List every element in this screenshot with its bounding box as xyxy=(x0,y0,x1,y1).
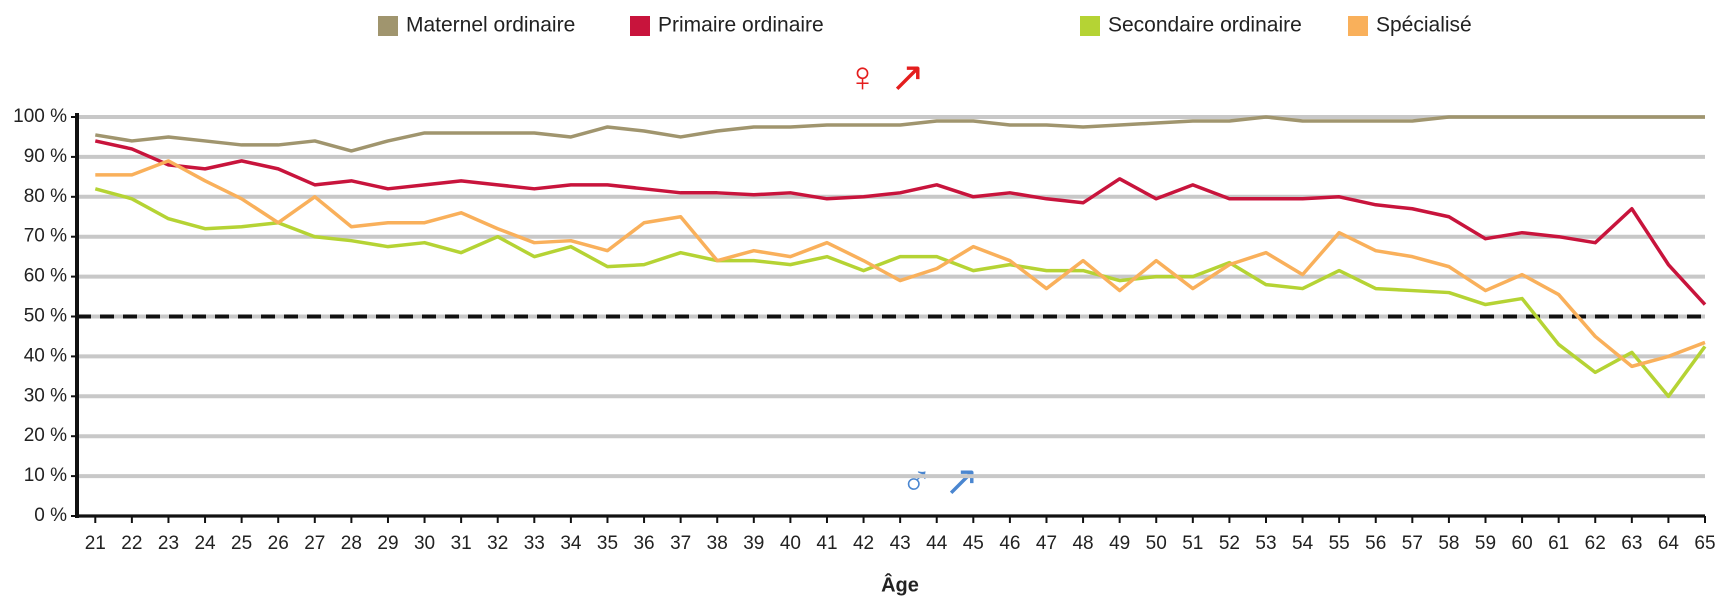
x-tick-label: 59 xyxy=(1475,533,1496,554)
legend-text: Primaire ordinaire xyxy=(658,14,824,37)
annotation-female: ♀ ↗ xyxy=(847,53,925,100)
y-tick-label: 40 % xyxy=(24,345,67,366)
legend-swatch xyxy=(378,16,398,36)
legend-swatch xyxy=(1080,16,1100,36)
y-tick-label: 60 % xyxy=(24,266,67,287)
y-tick-label: 70 % xyxy=(24,226,67,247)
x-tick-label: 31 xyxy=(451,533,472,554)
x-tick-label: 26 xyxy=(268,533,289,554)
x-tick-label: 64 xyxy=(1658,533,1680,554)
x-tick-label: 29 xyxy=(377,533,398,554)
x-tick-label: 23 xyxy=(158,533,179,554)
x-tick-label: 35 xyxy=(597,533,618,554)
x-tick-label: 57 xyxy=(1402,533,1423,554)
series-line xyxy=(95,115,1705,153)
x-tick-label: 39 xyxy=(743,533,764,554)
y-tick-label: 100 % xyxy=(13,106,67,127)
x-tick-label: 56 xyxy=(1365,533,1386,554)
x-tick-label: 33 xyxy=(524,533,545,554)
legend-text: Spécialisé xyxy=(1376,14,1472,37)
y-tick-label: 0 % xyxy=(34,505,67,526)
x-tick-label: 43 xyxy=(890,533,911,554)
x-tick-label: 48 xyxy=(1072,533,1093,554)
x-tick-label: 22 xyxy=(121,533,142,554)
y-tick-label: 10 % xyxy=(24,465,67,486)
y-tick-label: 50 % xyxy=(24,306,67,327)
series-line xyxy=(94,139,1707,306)
x-tick-label: 65 xyxy=(1694,533,1715,554)
x-tick-label: 30 xyxy=(414,533,435,554)
x-tick-label: 36 xyxy=(633,533,654,554)
x-axis-label: Âge xyxy=(881,572,919,596)
legend-text: Secondaire ordinaire xyxy=(1108,14,1302,37)
y-tick-label: 80 % xyxy=(24,186,67,207)
x-tick-label: 49 xyxy=(1109,533,1130,554)
x-tick-label: 61 xyxy=(1548,533,1569,554)
x-tick-label: 46 xyxy=(999,533,1020,554)
x-tick-label: 25 xyxy=(231,533,252,554)
x-tick-label: 41 xyxy=(816,533,837,554)
x-tick-label: 28 xyxy=(341,533,362,554)
series-line xyxy=(95,159,1706,369)
x-tick-label: 62 xyxy=(1585,533,1606,554)
x-tick-label: 54 xyxy=(1292,533,1314,554)
legend-swatch xyxy=(1348,16,1368,36)
x-tick-label: 51 xyxy=(1182,533,1203,554)
x-tick-label: 55 xyxy=(1329,533,1350,554)
x-tick-label: 52 xyxy=(1219,533,1240,554)
x-tick-label: 42 xyxy=(853,533,874,554)
x-tick-label: 47 xyxy=(1036,533,1057,554)
x-tick-label: 38 xyxy=(707,533,728,554)
legend-text: Maternel ordinaire xyxy=(406,14,575,37)
x-tick-label: 37 xyxy=(670,533,691,554)
x-tick-label: 21 xyxy=(85,533,106,554)
x-tick-label: 58 xyxy=(1438,533,1459,554)
x-tick-label: 34 xyxy=(560,533,582,554)
annotation-male: ♂ ↗ xyxy=(901,457,979,504)
x-tick-label: 27 xyxy=(304,533,325,554)
x-tick-label: 40 xyxy=(780,533,801,554)
x-tick-label: 50 xyxy=(1146,533,1167,554)
x-tick-label: 63 xyxy=(1621,533,1642,554)
x-tick-label: 24 xyxy=(194,533,216,554)
x-tick-label: 45 xyxy=(963,533,984,554)
x-tick-label: 53 xyxy=(1255,533,1276,554)
x-tick-label: 44 xyxy=(926,533,948,554)
y-tick-label: 20 % xyxy=(24,425,67,446)
x-tick-label: 60 xyxy=(1512,533,1533,554)
y-tick-label: 30 % xyxy=(24,385,67,406)
x-tick-label: 32 xyxy=(487,533,508,554)
legend-swatch xyxy=(630,16,650,36)
series-line xyxy=(94,187,1707,399)
y-tick-label: 90 % xyxy=(24,146,67,167)
